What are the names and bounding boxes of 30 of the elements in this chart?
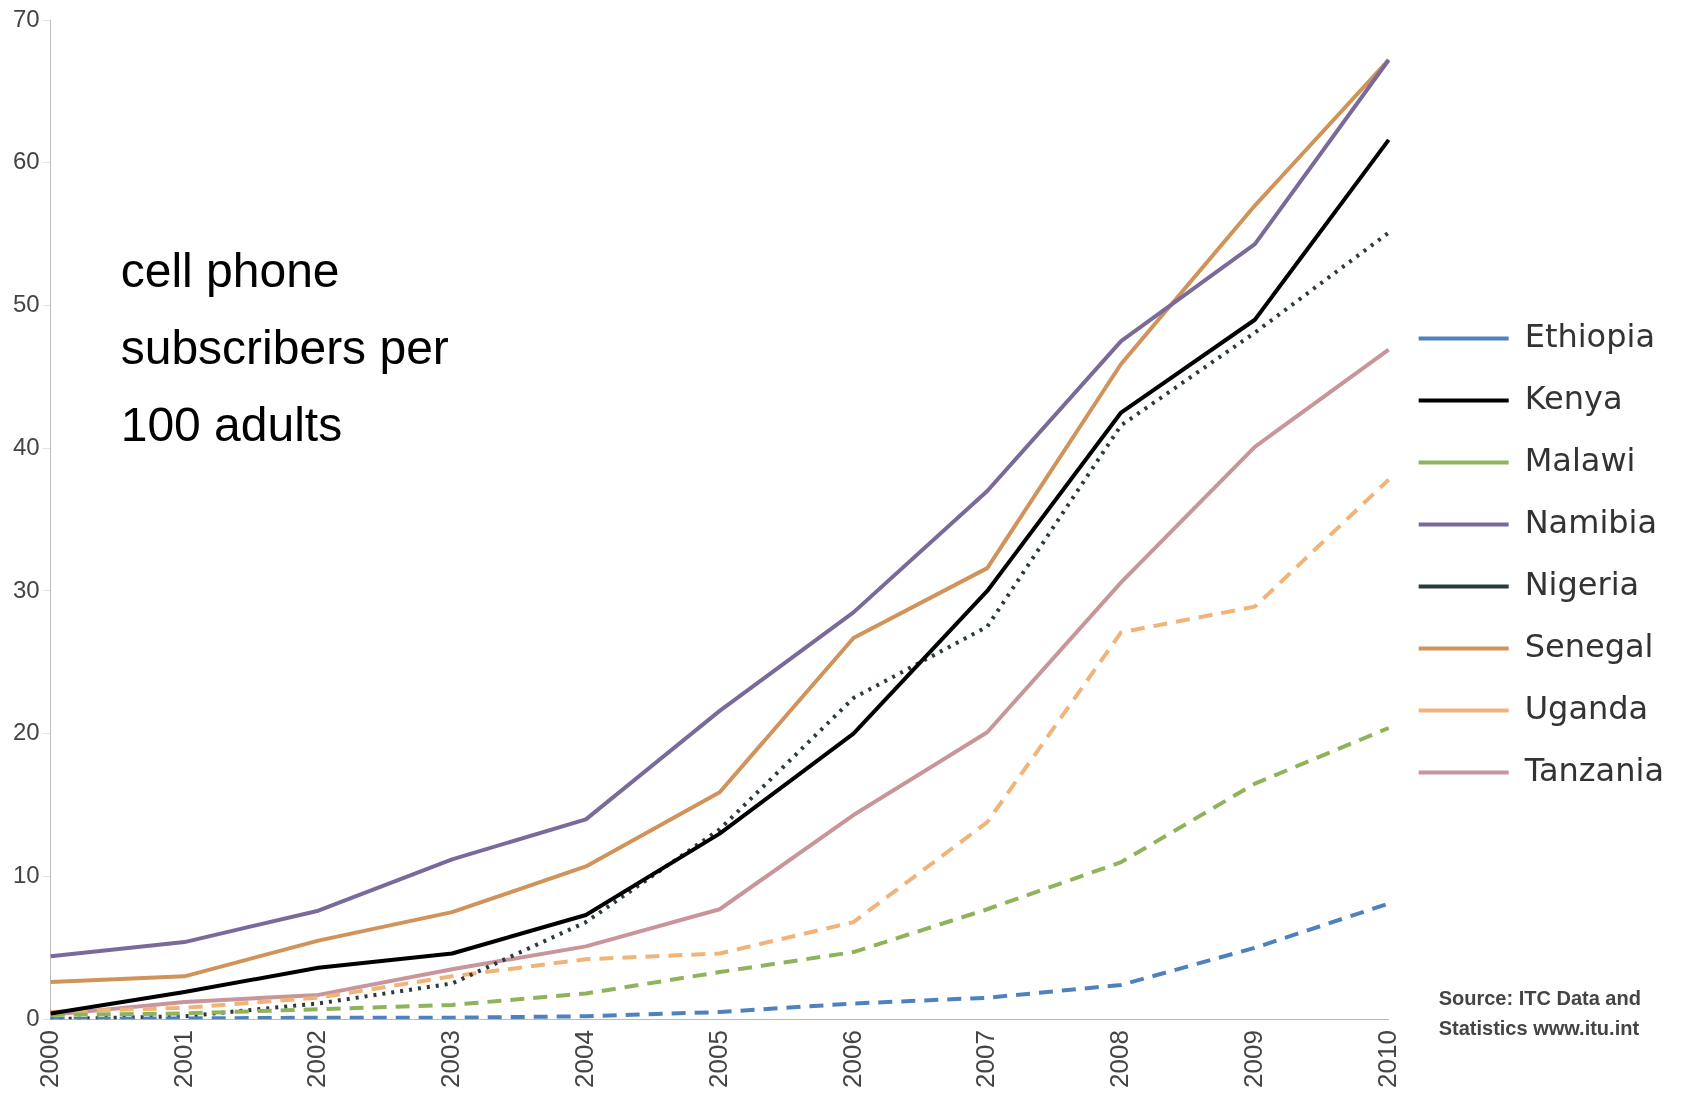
- y-tick-label: 40: [12, 432, 40, 460]
- legend-label: Ethiopia: [1524, 316, 1655, 355]
- x-tick-label: 2008: [1104, 1030, 1135, 1088]
- legend-label: Kenya: [1524, 378, 1623, 417]
- y-tick-label: 0: [26, 1003, 40, 1031]
- y-tick-label: 50: [12, 290, 40, 318]
- line-series: [48, 477, 1391, 1015]
- legend-label: Nigeria: [1524, 564, 1640, 603]
- legend-label: Tanzania: [1523, 750, 1664, 789]
- legend-label: Malawi: [1524, 440, 1636, 479]
- legend-label: Uganda: [1524, 688, 1649, 727]
- x-tick-label: 2001: [167, 1030, 198, 1088]
- x-tick-label: 2004: [569, 1030, 600, 1088]
- x-tick-label: 2005: [702, 1030, 733, 1088]
- legend-label: Senegal: [1524, 626, 1654, 665]
- x-tick-label: 2002: [301, 1030, 332, 1088]
- x-tick-label: 2003: [435, 1030, 466, 1088]
- source-note: Source: ITC Data and Statistics www.itu.int: [1438, 986, 1641, 1039]
- y-tick-label: 10: [12, 861, 40, 889]
- y-tick-label: 70: [12, 4, 40, 32]
- annotation: cell phone subscribers per 100 adults: [120, 244, 449, 452]
- x-tick-label: 2007: [970, 1030, 1001, 1088]
- x-tick-label: 2006: [836, 1030, 867, 1088]
- x-tick-label: 2010: [1371, 1030, 1402, 1088]
- x-tick-label: 2000: [33, 1030, 64, 1088]
- y-tick-label: 60: [12, 147, 40, 175]
- x-tick-label: 2009: [1238, 1030, 1269, 1088]
- y-tick-label: 30: [12, 575, 40, 603]
- legend-label: Namibia: [1524, 502, 1658, 541]
- y-tick-label: 20: [12, 718, 40, 746]
